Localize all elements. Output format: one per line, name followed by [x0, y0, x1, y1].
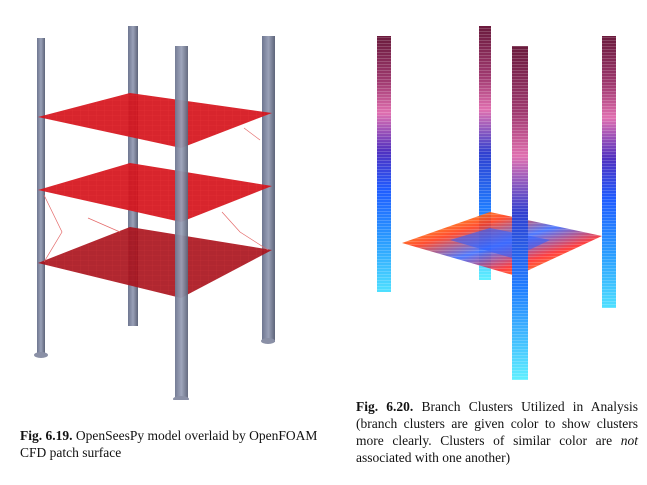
column-base: [261, 338, 275, 344]
column-base: [34, 352, 48, 358]
figure-caption-right: Fig. 6.20. Branch Clusters Utilized in A…: [356, 398, 638, 466]
column-front: [175, 46, 188, 400]
bracing-lines: [43, 127, 269, 263]
floor-slab-bottom-grid: [38, 227, 272, 298]
figure-caption-left: Fig. 6.19. OpenSeesPy model overlaid by …: [20, 427, 320, 461]
branch-clusters-figure: [377, 26, 616, 380]
figure-caption-emphasis: not: [620, 433, 638, 448]
figure-number: Fig. 6.20.: [356, 399, 414, 414]
figure-caption-text: OpenSeesPy model overlaid by OpenFOAM CF…: [20, 428, 318, 460]
figure-caption-text: Branch Clusters Utilized in Analysis (br…: [356, 399, 639, 448]
column-base: [173, 396, 189, 400]
branch-column-4-hatch: [512, 46, 528, 380]
floor-slab-middle-grid: [38, 163, 272, 222]
figure-number: Fig. 6.19.: [20, 428, 73, 443]
column-back-left: [37, 38, 45, 356]
branch-column-3-hatch: [602, 36, 616, 308]
figure-caption-text-end: associated with one another): [356, 450, 511, 465]
floor-slab-top-grid: [38, 93, 272, 148]
opensees-model-figure: [34, 26, 275, 400]
branch-column-1-hatch: [377, 36, 391, 292]
